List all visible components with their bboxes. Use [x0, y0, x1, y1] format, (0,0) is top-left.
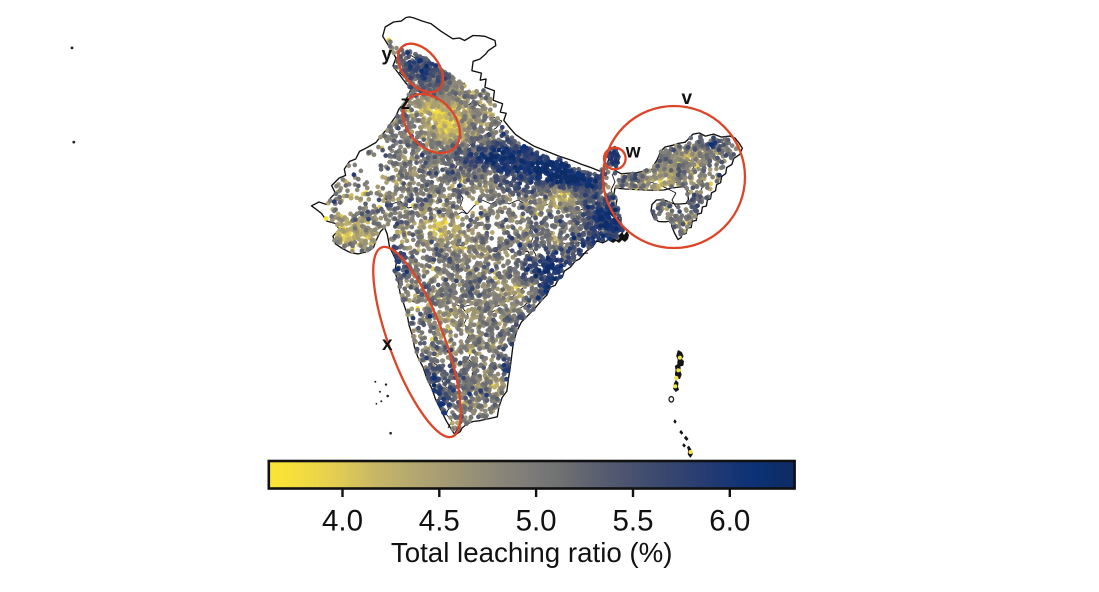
svg-text:x: x: [382, 334, 393, 355]
svg-text:4.5: 4.5: [419, 505, 460, 538]
svg-text:v: v: [682, 88, 693, 109]
svg-text:w: w: [625, 142, 641, 163]
svg-text:5.0: 5.0: [516, 505, 557, 538]
svg-text:y: y: [382, 45, 393, 66]
svg-text:Total leaching ratio (%): Total leaching ratio (%): [391, 537, 673, 568]
svg-text:5.5: 5.5: [612, 505, 653, 538]
svg-text:6.0: 6.0: [709, 505, 750, 538]
svg-text:4.0: 4.0: [322, 505, 363, 538]
svg-text:z: z: [401, 93, 411, 114]
